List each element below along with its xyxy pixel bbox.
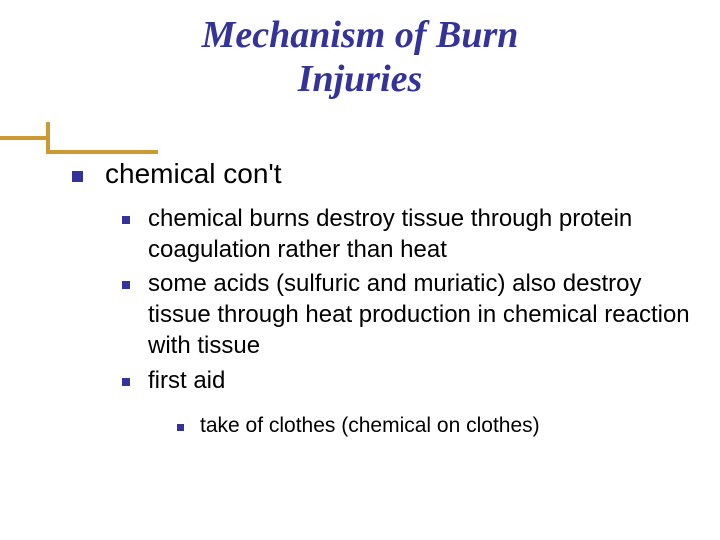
lvl2-block: chemical burns destroy tissue through pr… — [72, 204, 692, 396]
title-line-2: Injuries — [298, 58, 423, 100]
bullet-lvl1: chemical con't — [72, 158, 692, 190]
slide-body: chemical con't chemical burns destroy ti… — [72, 158, 692, 442]
bullet-lvl3-text: take of clothes (chemical on clothes) — [200, 414, 540, 438]
bullet-lvl1-text: chemical con't — [105, 158, 282, 190]
bullet-lvl2-text: chemical burns destroy tissue through pr… — [148, 204, 692, 265]
bullet-lvl2-text: some acids (sulfuric and muriatic) also … — [148, 269, 692, 361]
lvl3-block: take of clothes (chemical on clothes) — [72, 414, 692, 438]
bullet-lvl2: some acids (sulfuric and muriatic) also … — [122, 269, 692, 361]
square-bullet-icon — [177, 424, 184, 431]
accent-bar-h2 — [50, 150, 158, 154]
slide-title: Mechanism of Burn Injuries — [0, 0, 720, 111]
square-bullet-icon — [122, 378, 130, 386]
title-line-1: Mechanism of Burn — [202, 14, 519, 56]
square-bullet-icon — [72, 171, 83, 182]
square-bullet-icon — [122, 281, 130, 289]
accent-bar-h1 — [0, 136, 46, 140]
bullet-lvl2-text: first aid — [148, 366, 225, 397]
bullet-lvl3: take of clothes (chemical on clothes) — [177, 414, 692, 438]
bullet-lvl2: first aid — [122, 366, 692, 397]
bullet-lvl2: chemical burns destroy tissue through pr… — [122, 204, 692, 265]
square-bullet-icon — [122, 216, 130, 224]
